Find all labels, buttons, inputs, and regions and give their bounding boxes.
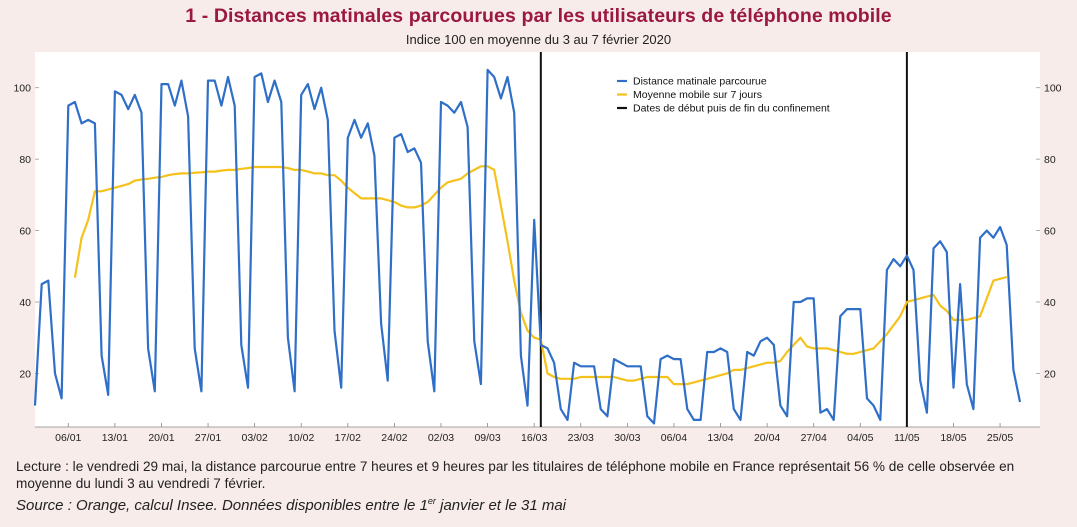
x-tick-label: 24/02 (381, 432, 407, 444)
chart-title: 1 - Distances matinales parcourues par l… (185, 5, 892, 27)
y-tick-label: 60 (1044, 226, 1056, 238)
x-tick-label: 16/03 (521, 432, 547, 444)
x-tick-label: 03/02 (241, 432, 267, 444)
source-superscript: er (427, 496, 436, 506)
legend-entry-distance-label: Distance matinale parcourue (633, 76, 767, 88)
x-tick-label: 27/04 (801, 432, 827, 444)
y-tick-label: 80 (19, 154, 31, 166)
x-tick-label: 23/03 (568, 432, 594, 444)
y-tick-label: 100 (13, 83, 31, 95)
x-tick-label: 06/04 (661, 432, 687, 444)
x-tick-label: 17/02 (335, 432, 361, 444)
y-tick-label: 100 (1044, 83, 1062, 95)
reading-note: Lecture : le vendredi 29 mai, la distanc… (16, 459, 1015, 491)
y-tick-label: 80 (1044, 154, 1056, 166)
x-tick-label: 20/04 (754, 432, 780, 444)
y-tick-label: 20 (1044, 368, 1056, 380)
x-tick-label: 06/01 (55, 432, 81, 444)
x-tick-label: 11/05 (894, 432, 920, 444)
confinement-markers (539, 52, 908, 427)
y-tick-label: 20 (19, 368, 31, 380)
y-tick-label: 60 (19, 226, 31, 238)
series-lines (33, 68, 1022, 425)
chart-subtitle: Indice 100 en moyenne du 3 au 7 février … (405, 32, 672, 47)
y-axis-left: 20 40 60 80 100 (13, 83, 39, 380)
source-text: Source : Orange, calcul Insee. Données d… (16, 497, 428, 514)
source-text-end: janvier et le 31 mai (435, 497, 567, 514)
y-axis-right: 20 40 60 80 100 (1036, 83, 1062, 380)
y-tick-label: 40 (19, 297, 31, 309)
legend-entry-moving-average-label: Moyenne mobile sur 7 jours (633, 89, 762, 101)
legend-entry-confinement-label: Dates de début puis de fin du confinemen… (633, 103, 830, 115)
x-tick-label: 18/05 (940, 432, 966, 444)
y-tick-label: 40 (1044, 297, 1056, 309)
x-tick-label: 13/01 (102, 432, 128, 444)
x-tick-label: 13/04 (707, 432, 733, 444)
x-tick-label: 27/01 (195, 432, 221, 444)
x-tick-label: 09/03 (474, 432, 500, 444)
x-tick-label: 30/03 (614, 432, 640, 444)
x-tick-label: 04/05 (847, 432, 873, 444)
x-tick-label: 10/02 (288, 432, 314, 444)
source-note: Source : Orange, calcul Insee. Données d… (16, 496, 1066, 514)
x-tick-label: 20/01 (148, 432, 174, 444)
x-axis: 06/01 13/01 20/01 27/01 03/02 10/02 17/02 24/02… (35, 423, 1040, 444)
x-tick-label: 02/03 (428, 432, 454, 444)
x-tick-label: 25/05 (987, 432, 1013, 444)
distance-series-line (33, 68, 1022, 425)
